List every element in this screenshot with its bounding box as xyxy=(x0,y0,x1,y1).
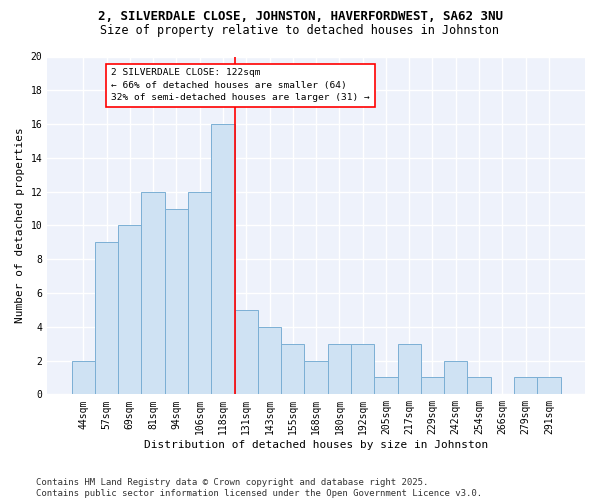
X-axis label: Distribution of detached houses by size in Johnston: Distribution of detached houses by size … xyxy=(144,440,488,450)
Bar xyxy=(118,226,142,394)
Text: 2, SILVERDALE CLOSE, JOHNSTON, HAVERFORDWEST, SA62 3NU: 2, SILVERDALE CLOSE, JOHNSTON, HAVERFORD… xyxy=(97,10,503,23)
Bar xyxy=(235,310,258,394)
Text: Size of property relative to detached houses in Johnston: Size of property relative to detached ho… xyxy=(101,24,499,37)
Bar xyxy=(188,192,211,394)
Bar xyxy=(398,344,421,394)
Bar xyxy=(95,242,118,394)
Text: 2 SILVERDALE CLOSE: 122sqm
← 66% of detached houses are smaller (64)
32% of semi: 2 SILVERDALE CLOSE: 122sqm ← 66% of deta… xyxy=(111,68,370,102)
Bar xyxy=(514,378,537,394)
Bar xyxy=(281,344,304,394)
Bar xyxy=(165,208,188,394)
Text: Contains HM Land Registry data © Crown copyright and database right 2025.
Contai: Contains HM Land Registry data © Crown c… xyxy=(36,478,482,498)
Bar xyxy=(304,360,328,394)
Y-axis label: Number of detached properties: Number of detached properties xyxy=(15,128,25,324)
Bar xyxy=(328,344,351,394)
Bar xyxy=(71,360,95,394)
Bar xyxy=(374,378,398,394)
Bar xyxy=(211,124,235,394)
Bar xyxy=(142,192,165,394)
Bar xyxy=(421,378,444,394)
Bar xyxy=(351,344,374,394)
Bar xyxy=(467,378,491,394)
Bar xyxy=(537,378,560,394)
Bar xyxy=(258,327,281,394)
Bar xyxy=(444,360,467,394)
